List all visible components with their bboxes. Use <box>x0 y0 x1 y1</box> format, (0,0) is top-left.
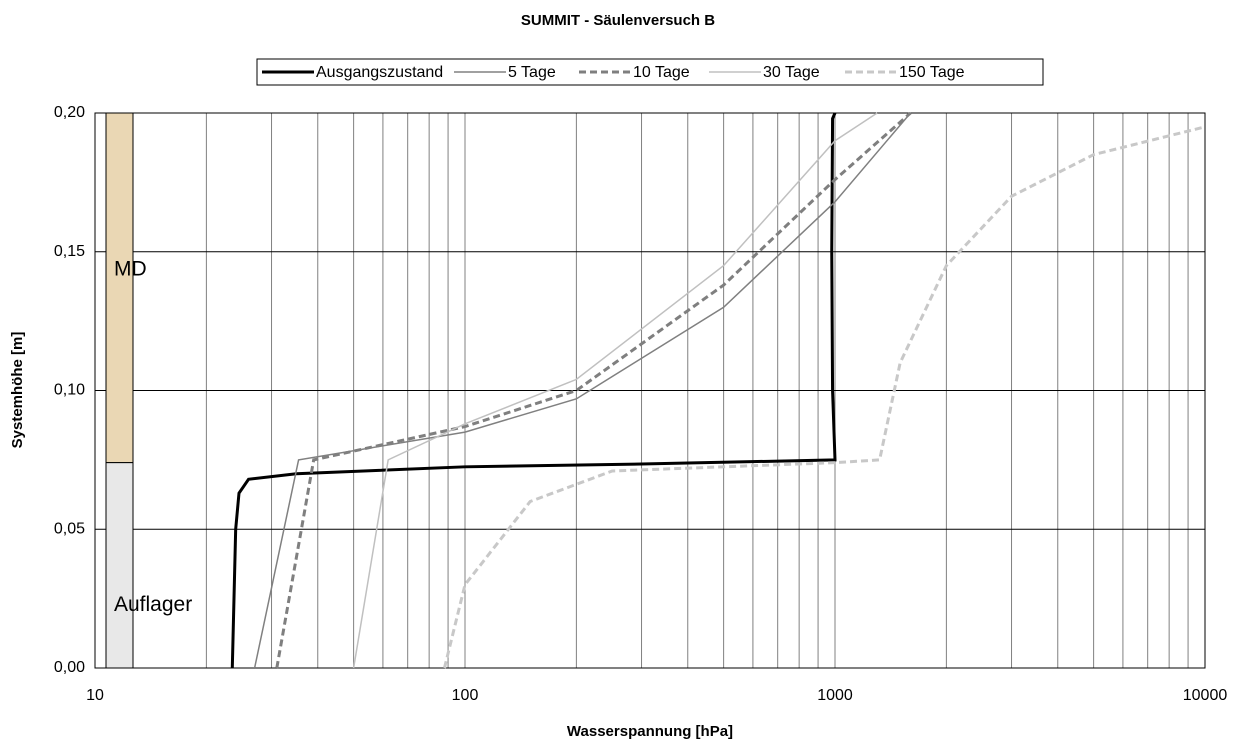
legend-label: 150 Tage <box>899 64 965 81</box>
x-axis-label: Wasserspannung [hPa] <box>567 723 733 740</box>
chart-title: SUMMIT - Säulenversuch B <box>521 12 715 29</box>
y-axis-label: Systemhöhe [m] <box>9 332 26 449</box>
layer-label: MD <box>114 257 147 280</box>
y-tick-label: 0,05 <box>54 520 85 537</box>
y-tick-label: 0,00 <box>54 659 85 676</box>
layer-band <box>105 462 134 669</box>
layer-band <box>105 112 134 464</box>
legend-label: 30 Tage <box>763 64 820 81</box>
layer-label: Auflager <box>114 593 192 616</box>
series-line <box>253 112 912 669</box>
legend-label: Ausgangszustand <box>316 64 443 81</box>
x-tick-label: 100 <box>452 687 479 704</box>
x-tick-label: 10 <box>86 687 104 704</box>
legend-label: 10 Tage <box>633 64 690 81</box>
legend-label: 5 Tage <box>508 64 556 81</box>
plot-frame <box>94 112 1206 669</box>
y-tick-label: 0,10 <box>54 382 85 399</box>
x-tick-label: 1000 <box>817 687 853 704</box>
legend-box <box>256 58 1044 86</box>
y-tick-label: 0,15 <box>54 243 85 260</box>
x-tick-label: 10000 <box>1183 687 1228 704</box>
series-line <box>230 112 837 669</box>
series-line <box>443 125 1206 669</box>
series-line <box>352 112 878 669</box>
series-line <box>275 111 912 669</box>
y-tick-label: 0,20 <box>54 104 85 121</box>
